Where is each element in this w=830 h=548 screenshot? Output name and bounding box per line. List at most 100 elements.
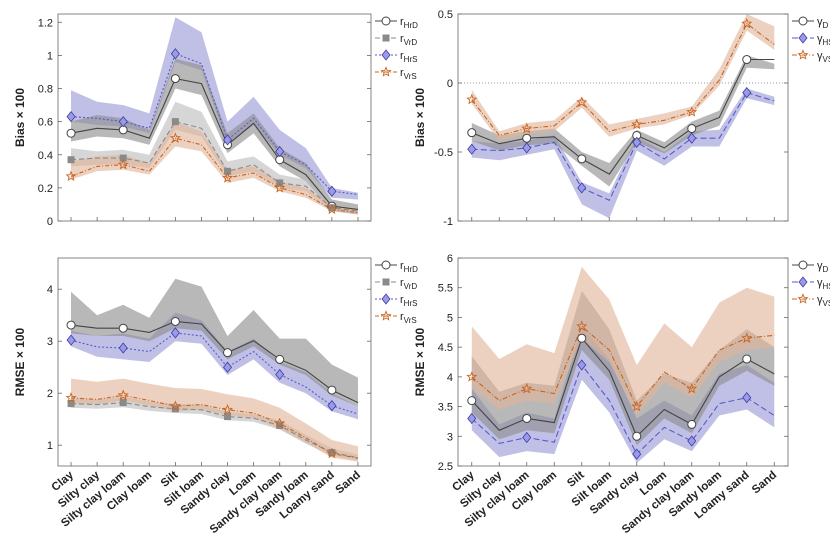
- band-rHrD: [71, 58, 358, 215]
- marker-rVrS-clay: [65, 392, 77, 403]
- marker-γVS-loamy-sand: [741, 17, 753, 29]
- marker-γHS-sandy-clay-loam: [687, 435, 697, 447]
- series-line-rHrS: [70, 52, 359, 196]
- marker-rVrS-sandy-clay-loam: [274, 182, 286, 193]
- marker-γHS-sandy-clay: [632, 136, 642, 148]
- marker-γHS-clay: [467, 143, 477, 155]
- legend-label-rVrD: rVrD: [400, 277, 417, 291]
- x-category-label: Sand: [750, 469, 779, 496]
- marker-γVS-silt: [576, 96, 588, 107]
- marker-γHS-silt: [577, 359, 587, 371]
- y-axis-label: RMSE × 100: [13, 327, 27, 396]
- series-line-γVS: [471, 325, 775, 408]
- legend-marker-γVS: [797, 49, 809, 60]
- legend-marker-γHS: [798, 276, 808, 288]
- legend-marker-rHrD: [381, 260, 391, 270]
- marker-γHS-sandy-clay: [632, 448, 642, 460]
- legend-label-rHrD: rHrD: [400, 260, 418, 274]
- y-tick-label: 4: [47, 284, 53, 296]
- marker-γD-silt: [577, 154, 587, 164]
- band-rHrD: [71, 278, 358, 407]
- legend: γD γHS γVS: [792, 16, 830, 64]
- marker-rVrD-silt: [171, 118, 179, 126]
- marker-rHrD-silt: [170, 316, 180, 326]
- marker-γVS-silty-clay-loam: [521, 122, 533, 134]
- marker-rHrS-sandy-clay: [223, 361, 233, 373]
- y-axis-ticks: 2.5 3 3.5 4 4.5 5 5.5 6: [438, 253, 788, 473]
- y-tick-label: 4.5: [438, 342, 453, 354]
- marker-rVrD-silt: [171, 405, 179, 413]
- marker-γD-sandy-clay: [632, 431, 642, 441]
- marker-rVrD-sandy-clay: [224, 413, 232, 421]
- series-line-rVrS: [70, 137, 359, 214]
- y-axis-label: Bias × 100: [13, 88, 27, 147]
- marker-γVS-sandy-clay-loam: [686, 382, 698, 394]
- marker-γD-silty-clay-loam: [522, 133, 532, 143]
- y-tick-label: 1.2: [38, 17, 53, 29]
- marker-rVrS-silty-clay-loam: [117, 158, 129, 170]
- y-axis-ticks: 0 0.2 0.4 0.6 0.8 1 1.2: [38, 17, 371, 228]
- marker-γVS-loamy-sand: [741, 332, 753, 344]
- y-tick-label: 2: [47, 388, 53, 400]
- marker-γHS-loamy-sand: [742, 87, 752, 99]
- x-category-label: Silt: [565, 469, 587, 490]
- y-tick-label: 1: [47, 440, 53, 452]
- legend-label-γVS: γVS: [817, 294, 830, 308]
- y-tick-label: 0.4: [38, 150, 53, 162]
- y-tick-label: 4: [447, 372, 453, 384]
- legend-marker-rHrD: [381, 16, 391, 26]
- y-tick-label: 3: [47, 336, 53, 348]
- series-line-rVrS: [70, 394, 359, 459]
- marker-γHS-sandy-clay-loam: [687, 132, 697, 144]
- panel-top-right-bias-gamma: -1 -0.5 0 0.5 Bias × 100 γD γHS γVS: [413, 9, 830, 228]
- y-tick-label: 6: [447, 253, 453, 265]
- y-axis-ticks: 1 2 3 4: [47, 284, 371, 466]
- series-markers: [466, 320, 753, 460]
- marker-γHS-silty-clay-loam: [522, 431, 532, 444]
- axes-frame: [457, 13, 789, 222]
- y-tick-label: 1: [47, 50, 53, 62]
- marker-rHrD-sandy-clay-loam: [275, 354, 285, 364]
- legend-marker-rVrS: [380, 310, 392, 321]
- marker-rVrS-sandy-clay: [222, 172, 234, 183]
- marker-γD-loamy-sand: [742, 354, 752, 364]
- marker-γD-clay: [467, 396, 477, 406]
- uncertainty-bands: [71, 278, 358, 462]
- legend-marker-γHS: [798, 32, 808, 44]
- legend-marker-rVrD: [382, 34, 390, 42]
- marker-rHrD-sandy-clay: [223, 348, 233, 358]
- legend-marker-γVS: [797, 293, 809, 304]
- axes-frame: [457, 257, 789, 467]
- axes-frame: [57, 257, 372, 467]
- legend-label-rVrS: rVrS: [400, 67, 417, 81]
- y-tick-label: 0: [447, 78, 453, 90]
- y-tick-label: 5.5: [438, 283, 453, 295]
- panel-bottom-left-rmse-r: 1 2 3 4 RMSE × 100 rHrD rVrD rHrS rVrS ClaySil…: [13, 257, 418, 536]
- legend-label-rVrD: rVrD: [400, 33, 417, 47]
- series-markers: [466, 17, 753, 194]
- y-tick-label: 2.5: [438, 461, 453, 473]
- marker-rVrS-sandy-clay-loam: [274, 417, 286, 429]
- uncertainty-bands: [471, 266, 775, 463]
- marker-rHrD-clay: [66, 128, 76, 138]
- legend-marker-rHrS: [381, 293, 391, 305]
- series-line-rVrD: [70, 402, 359, 459]
- panel-bottom-right-rmse-gamma: 2.5 3 3.5 4 4.5 5 5.5 6 RMSE × 100 γD γHS γVS Cla…: [413, 253, 830, 536]
- legend-label-rHrS: rHrS: [400, 294, 417, 308]
- series-markers: [65, 48, 338, 215]
- legend-label-γHS: γHS: [817, 277, 830, 291]
- marker-rHrS-silty-clay-loam: [118, 342, 128, 354]
- marker-rHrS-silty-clay-loam: [118, 115, 128, 128]
- marker-γHS-loamy-sand: [742, 392, 752, 404]
- marker-rVrS-clay: [65, 170, 77, 181]
- marker-γHS-clay: [467, 412, 477, 425]
- series-line-γVS: [471, 22, 775, 137]
- y-axis-label: RMSE × 100: [413, 327, 427, 396]
- marker-rVrD-clay: [67, 400, 75, 408]
- y-tick-label: 0.2: [38, 183, 53, 195]
- legend-label-rVrS: rVrS: [400, 311, 417, 325]
- legend: rHrD rVrD rHrS rVrS: [375, 16, 418, 81]
- legend-label-rHrS: rHrS: [400, 50, 417, 64]
- uncertainty-bands: [471, 14, 775, 219]
